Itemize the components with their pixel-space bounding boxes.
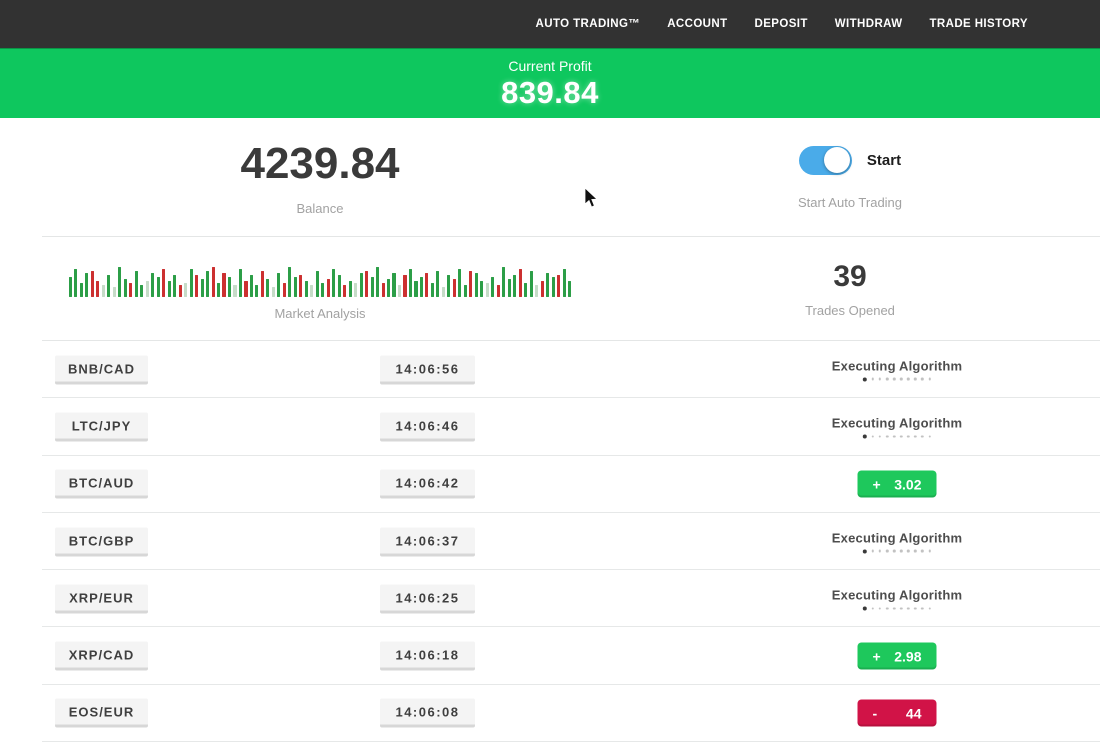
time-pill: 14:06:18	[380, 641, 475, 671]
balance-label: Balance	[296, 201, 344, 216]
time-pill: 14:06:42	[380, 469, 475, 499]
nav-item-deposit[interactable]: DEPOSIT	[754, 18, 808, 30]
badge-value: 2.98	[894, 648, 922, 665]
executing-status: Executing Algorithm	[831, 358, 963, 382]
executing-dots	[832, 434, 962, 439]
toggle-start-label: Start	[866, 151, 902, 169]
executing-dots	[832, 549, 962, 554]
pair-pill: LTC/JPY	[55, 412, 148, 442]
pair-pill: BNB/CAD	[55, 355, 148, 385]
result-badge: +3.02	[857, 470, 937, 498]
executing-status: Executing Algorithm	[831, 415, 963, 439]
trades-opened-value: 39	[833, 260, 867, 293]
table-row: EOS/EUR 14:06:08 - 44	[0, 685, 1100, 742]
top-navigation: AUTO TRADING™ ACCOUNT DEPOSIT WITHDRAW T…	[0, 0, 1100, 48]
executing-status: Executing Algorithm	[831, 530, 963, 554]
auto-trading-toggle[interactable]	[798, 145, 852, 175]
time-pill: 14:06:08	[380, 698, 475, 728]
result-badge: +2.98	[857, 642, 937, 670]
executing-label: Executing Algorithm	[831, 530, 963, 546]
nav-item-withdraw[interactable]: WITHDRAW	[834, 18, 903, 30]
pair-pill: EOS/EUR	[55, 698, 148, 728]
trades-opened-label: Trades Opened	[805, 303, 895, 318]
market-analysis-section: Market Analysis 39 Trades Opened	[0, 237, 1100, 341]
table-row: XRP/CAD 14:06:18 +2.98	[0, 627, 1100, 686]
badge-value: 3.02	[894, 476, 922, 493]
time-pill: 14:06:46	[380, 412, 475, 442]
table-row: BTC/AUD 14:06:42 +3.02	[0, 456, 1100, 514]
pair-pill: BTC/GBP	[55, 527, 148, 557]
badge-value: 44	[905, 705, 922, 722]
time-pill: 14:06:25	[380, 584, 475, 614]
pair-pill: XRP/EUR	[55, 584, 148, 614]
start-auto-trading-label: Start Auto Trading	[797, 194, 903, 210]
table-row: BNB/CAD 14:06:56 Executing Algorithm	[0, 341, 1100, 399]
table-row: LTC/JPY 14:06:46 Executing Algorithm	[0, 398, 1100, 456]
current-profit-value: 839.84	[501, 75, 599, 110]
nav-item-auto-trading[interactable]: AUTO TRADING™	[535, 18, 641, 30]
executing-label: Executing Algorithm	[831, 587, 963, 603]
time-pill: 14:06:56	[380, 355, 475, 385]
table-row: XRP/EUR 14:06:25 Executing Algorithm	[0, 570, 1100, 628]
balance-value: 4239.84	[240, 139, 400, 188]
table-row: BTC/GBP 14:06:37 Executing Algorithm	[0, 513, 1100, 571]
toggle-knob	[824, 147, 851, 173]
current-profit-title: Current Profit	[508, 58, 592, 74]
executing-label: Executing Algorithm	[831, 415, 963, 431]
time-pill: 14:06:37	[380, 527, 475, 557]
badge-sign: +	[872, 648, 881, 665]
executing-dots	[832, 606, 962, 611]
badge-sign: +	[872, 476, 881, 493]
mouse-cursor-icon	[584, 188, 598, 208]
executing-status: Executing Algorithm	[831, 587, 963, 611]
divider	[42, 236, 1100, 237]
badge-sign: -	[872, 705, 878, 722]
pair-pill: XRP/CAD	[55, 641, 148, 671]
result-badge: - 44	[857, 699, 937, 727]
balance-section: 4239.84 Balance Start Start Auto Trading	[0, 118, 1100, 237]
current-profit-banner: Current Profit 839.84	[0, 48, 1100, 118]
trade-feed: BNB/CAD 14:06:56 Executing Algorithm LTC…	[0, 341, 1100, 742]
executing-label: Executing Algorithm	[831, 358, 963, 374]
executing-dots	[832, 377, 962, 382]
pair-pill: BTC/AUD	[55, 469, 148, 499]
market-analysis-label: Market Analysis	[274, 306, 366, 321]
nav-item-trade-history[interactable]: TRADE HISTORY	[929, 18, 1028, 30]
nav-item-account[interactable]: ACCOUNT	[667, 18, 728, 30]
market-analysis-chart	[68, 261, 572, 297]
divider	[42, 340, 1100, 341]
